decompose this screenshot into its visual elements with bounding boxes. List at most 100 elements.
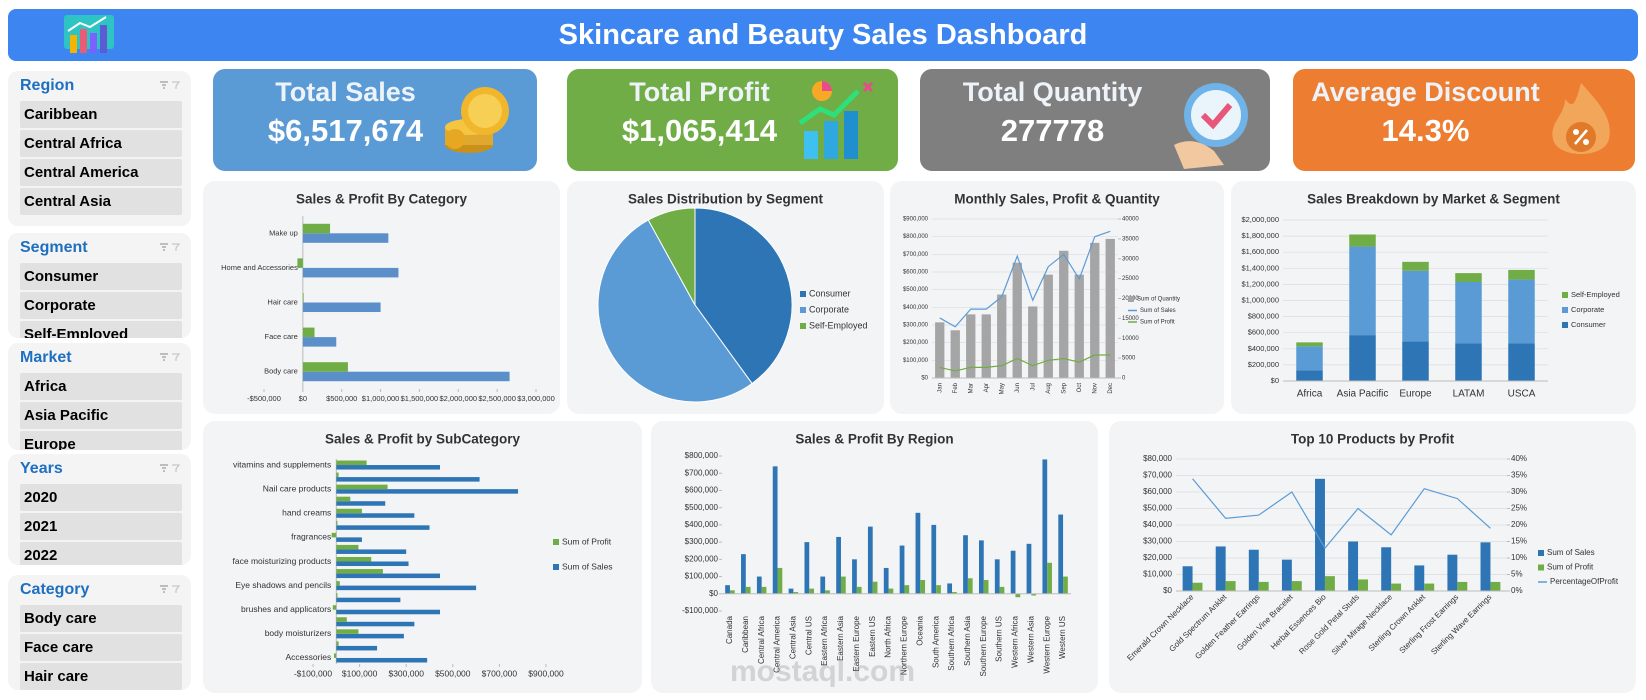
filter-icon[interactable]: [159, 584, 181, 594]
bar: [336, 484, 388, 490]
slicer-item[interactable]: Self-Employed: [20, 321, 182, 338]
bar: [336, 585, 477, 591]
bar: [1182, 566, 1193, 591]
bar: [1090, 242, 1100, 378]
bar: [1012, 262, 1022, 378]
bar: [1042, 459, 1048, 594]
bar: [1315, 478, 1325, 591]
line: [1192, 478, 1491, 550]
x-tick-label: Western Europe: [1042, 615, 1051, 673]
slicer-item[interactable]: Africa: [20, 373, 182, 400]
legend-swatch: [800, 291, 806, 297]
x-tick-label: Oct: [1077, 383, 1083, 393]
slicer-item[interactable]: Face care: [20, 634, 182, 661]
y2-tick-label: 15%: [1511, 537, 1527, 546]
legend-swatch: [1538, 564, 1544, 571]
bar: [302, 362, 348, 372]
kpi-value: 14.3%: [1381, 113, 1470, 148]
x-tick-label: Sterling Wave Earrings: [1429, 593, 1493, 657]
bar: [793, 592, 799, 594]
slicer-item[interactable]: Central Africa: [20, 130, 182, 157]
x-tick-label: $0: [299, 394, 307, 403]
bar: [1349, 246, 1376, 336]
bar: [336, 460, 367, 466]
slicer-item[interactable]: Consumer: [20, 263, 182, 290]
x-tick-label: $100,000: [342, 668, 378, 678]
bar: [1455, 343, 1482, 381]
bar: [978, 540, 984, 594]
y2-tick-label: 0%: [1511, 586, 1523, 595]
chart-panel: Top 10 Products by Profit $0 $10,000 $20,00…: [1109, 421, 1636, 693]
y-tick-label: $600,000: [685, 486, 719, 495]
filter-icon[interactable]: [159, 352, 181, 362]
x-tick-label: Canada: [725, 615, 734, 644]
y-tick-label: $40,000: [1143, 520, 1172, 529]
x-tick-label: Eastern US: [868, 616, 877, 657]
chart-panel: Sales & Profit By Region -$100,000 $0 $100,…: [651, 421, 1098, 693]
slicer-item[interactable]: Europe: [20, 431, 182, 450]
x-tick-label: $1,500,000: [401, 394, 439, 403]
bar: [1455, 273, 1482, 282]
slicer-title: Region: [20, 77, 75, 94]
y2-tick-label: 10000: [1122, 336, 1139, 342]
y2-tick-label: 40000: [1122, 217, 1139, 223]
check-icon: [1174, 83, 1248, 169]
bar: [336, 501, 386, 506]
slicer-item[interactable]: Hair care: [20, 663, 182, 690]
bar: [950, 330, 960, 378]
bar: [333, 653, 337, 658]
y-tick-label: $600,000: [1248, 328, 1279, 337]
x-tick-label: Dec: [1108, 383, 1114, 394]
slicer-item[interactable]: 2020: [20, 484, 182, 511]
slicer-item[interactable]: Asia Pacific: [20, 402, 182, 429]
y-tick-label: $600,000: [903, 270, 929, 276]
filter-icon[interactable]: [159, 463, 181, 473]
bar: [302, 327, 315, 338]
bar: [302, 302, 381, 313]
x-tick-label: $2,500,000: [478, 394, 516, 403]
bar: [1015, 593, 1021, 598]
y-tick-label: Face care: [264, 332, 297, 341]
slicer-item[interactable]: Body care: [20, 605, 182, 632]
bar: [1402, 270, 1429, 342]
x-tick-label: Eastern Asia: [836, 615, 845, 660]
bar: [725, 585, 730, 594]
bar: [1348, 541, 1359, 591]
bar: [336, 549, 407, 554]
filter-icon[interactable]: [159, 80, 181, 90]
y-tick-label: $0: [1271, 376, 1279, 385]
bar: [1059, 250, 1069, 378]
legend-label: Sum of Sales: [562, 561, 613, 571]
slicer-item[interactable]: 2021: [20, 513, 182, 540]
x-tick-label: -$100,000: [294, 668, 333, 678]
x-tick-label: $500,000: [435, 668, 471, 678]
line: [939, 230, 1111, 328]
bar: [1381, 547, 1392, 591]
bar: [888, 588, 894, 594]
kpi-label: Total Sales: [275, 77, 416, 107]
slicer-header: Years: [8, 454, 191, 482]
slicer-item[interactable]: 2022: [20, 542, 182, 565]
y-tick-label: $500,000: [685, 503, 719, 512]
chart-title: Sales Breakdown by Market & Segment: [1307, 192, 1560, 207]
bar: [336, 581, 340, 586]
chart-title: Sales & Profit By Category: [296, 192, 468, 207]
legend-swatch: [1128, 296, 1134, 302]
slicer-item[interactable]: Central Asia: [20, 188, 182, 215]
y-tick-label: Body care: [264, 367, 298, 376]
slicer-item[interactable]: Central America: [20, 159, 182, 186]
x-tick-label: Golden Vine Bracelet: [1235, 592, 1295, 652]
slicer-item[interactable]: Caribbean: [20, 101, 182, 128]
bar: [1349, 234, 1376, 247]
y-tick-label: $300,000: [903, 323, 929, 329]
x-tick-label: Western Asia: [1026, 615, 1035, 663]
x-tick-label: Mar: [968, 383, 974, 393]
bar: [1043, 274, 1053, 378]
slicer-item[interactable]: Corporate: [20, 292, 182, 319]
kpi-card: Total Sales $6,517,674: [213, 69, 537, 171]
x-tick-label: Southern Asia: [963, 615, 972, 665]
bar: [1010, 550, 1016, 594]
x-tick-label: Gold Spectrum Anklet: [1167, 592, 1229, 654]
header: Skincare and Beauty Sales Dashboard: [8, 9, 1638, 61]
filter-icon[interactable]: [159, 242, 181, 252]
